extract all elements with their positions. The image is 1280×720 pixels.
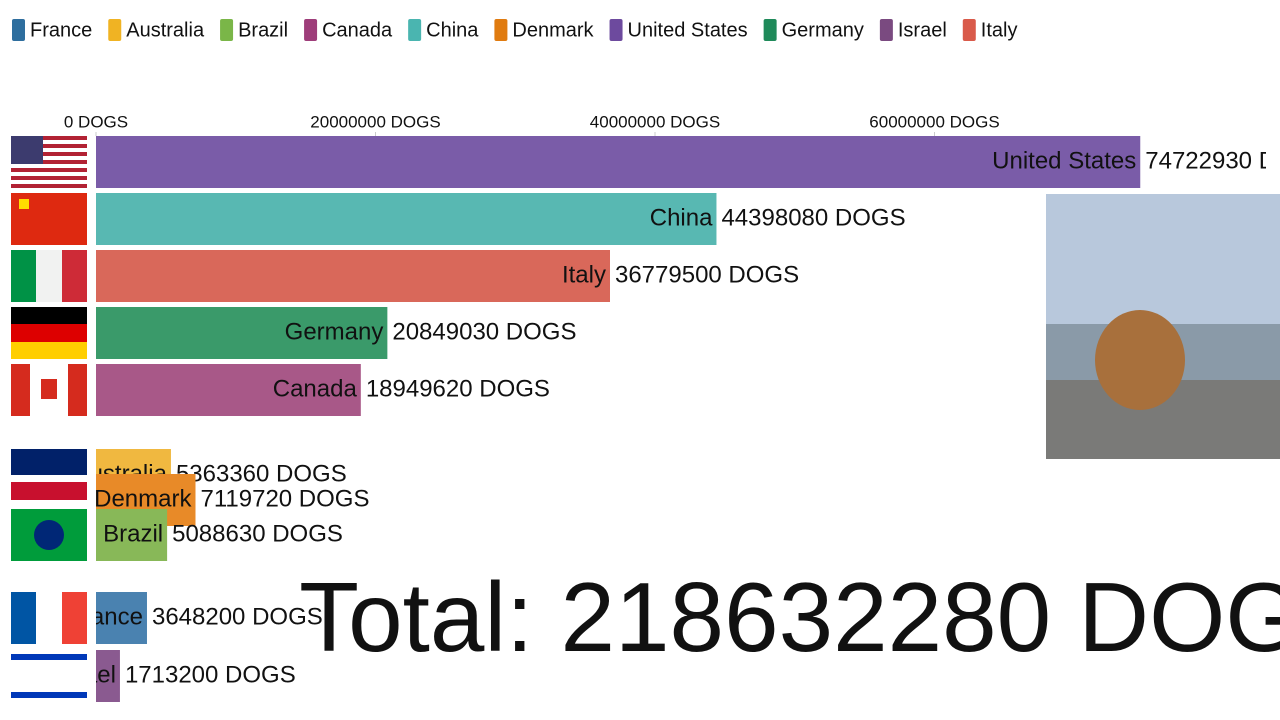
legend-label: Denmark — [512, 19, 594, 41]
value-label: 36779500 DOGS — [615, 261, 799, 288]
value-label: 1713200 DOGS — [125, 661, 296, 688]
value-label: 44398080 DOGS — [721, 204, 905, 231]
flag-part — [68, 364, 87, 416]
flag-part — [11, 168, 87, 172]
flag-part — [11, 176, 87, 180]
total-label: Total: 218632280 DOGS — [299, 562, 1280, 672]
flag-part — [62, 592, 87, 644]
flag — [11, 193, 87, 245]
value-label: 3648200 DOGS — [152, 603, 323, 630]
flag — [11, 364, 87, 416]
flag-part — [11, 144, 87, 148]
bar-name: Denmark — [94, 485, 192, 512]
legend-swatch — [220, 19, 234, 41]
legend-swatch — [879, 19, 893, 41]
flag — [11, 592, 87, 644]
bar-name: Brazil — [103, 520, 163, 547]
flag-part — [34, 520, 64, 550]
legend-swatch — [108, 19, 122, 41]
legend-label: Italy — [981, 19, 1018, 41]
flag — [11, 307, 87, 359]
value-label: 18949620 DOGS — [366, 375, 550, 402]
flag-part — [11, 184, 87, 188]
legend-label: Canada — [322, 19, 393, 41]
legend-swatch — [12, 19, 25, 41]
flag-part — [11, 160, 87, 164]
legend-label: Germany — [782, 19, 864, 41]
flag-part — [11, 250, 36, 302]
legend-swatch — [494, 19, 508, 41]
legend-swatch — [408, 19, 422, 41]
flag — [11, 136, 87, 188]
legend-swatch — [609, 19, 623, 41]
bar — [96, 136, 1141, 188]
flag-part — [11, 152, 87, 156]
legend-label: Australia — [126, 19, 205, 41]
flag-part — [11, 592, 36, 644]
bar-name: Italy — [562, 261, 606, 288]
legend-label: China — [426, 19, 479, 41]
value-label: 5363360 DOGS — [176, 460, 347, 487]
flag-part — [11, 654, 87, 660]
flag-part — [11, 342, 87, 359]
x-tick-label: 20000000 DOGS — [310, 112, 440, 131]
legend-label: United States — [628, 19, 748, 41]
flag — [11, 250, 87, 302]
bar — [96, 193, 717, 245]
flag-part — [11, 692, 87, 698]
bar-name: Canada — [273, 375, 358, 402]
bar — [96, 650, 120, 702]
bar — [96, 307, 388, 359]
x-tick-label: 60000000 DOGS — [869, 112, 999, 131]
flag-part — [41, 379, 57, 399]
flag — [11, 654, 87, 698]
bar-name: United States — [992, 147, 1136, 174]
flag — [11, 482, 87, 500]
value-label: 7119720 DOGS — [200, 485, 369, 512]
legend-label: France — [30, 19, 92, 41]
flag-part — [36, 592, 62, 644]
flag-part — [36, 250, 62, 302]
photo-sky — [1046, 194, 1280, 324]
x-tick-label: 0 DOGS — [64, 112, 128, 131]
bar-name: China — [650, 204, 713, 231]
value-label: 5088630 DOGS — [172, 520, 343, 547]
bar — [96, 509, 168, 561]
x-tick-label: 40000000 DOGS — [590, 112, 720, 131]
flag-part — [11, 482, 87, 500]
value-label: 74722930 DOGS — [1145, 147, 1280, 174]
bar-name: Israel — [57, 661, 116, 688]
flag-part — [11, 364, 30, 416]
bar — [96, 364, 361, 416]
bar — [96, 250, 610, 302]
flag-part — [11, 307, 87, 324]
bar — [96, 592, 147, 644]
flag-part — [62, 250, 87, 302]
legend-swatch — [763, 19, 777, 41]
legend-swatch — [304, 19, 318, 41]
photo-dog — [1095, 310, 1185, 410]
flag-part — [19, 199, 29, 209]
legend-label: Brazil — [238, 19, 288, 41]
flag-part — [11, 449, 87, 475]
legend-swatch — [962, 19, 976, 41]
flag — [11, 509, 87, 561]
flag-part — [11, 136, 43, 164]
bar-name: Germany — [285, 318, 384, 345]
legend-label: Israel — [898, 19, 947, 41]
bar-name: France — [68, 603, 143, 630]
value-label: 20849030 DOGS — [392, 318, 576, 345]
flag-part — [11, 324, 87, 342]
flag-part — [11, 136, 87, 140]
flag — [11, 449, 87, 475]
